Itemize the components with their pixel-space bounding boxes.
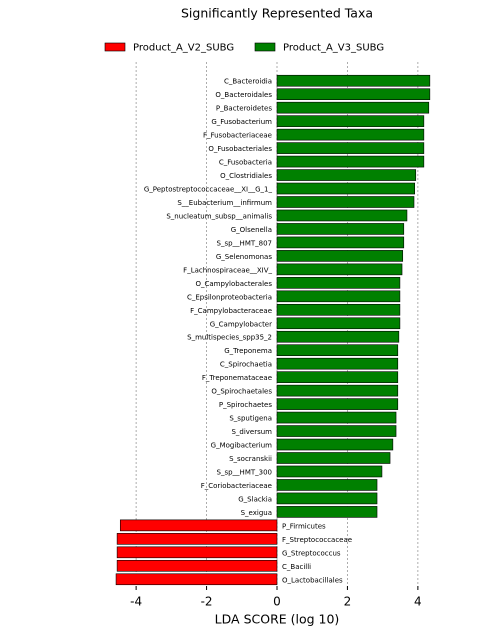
category-label: O_Fusobacteriales xyxy=(208,145,272,153)
bar xyxy=(276,438,394,451)
bar xyxy=(276,250,404,262)
category-label: C_Fusobacteria xyxy=(219,159,272,167)
category-label: S_diversum xyxy=(231,428,272,436)
bar xyxy=(276,492,378,505)
legend-swatch xyxy=(254,42,276,52)
bar xyxy=(276,398,399,410)
x-tick-label: -2 xyxy=(201,595,213,609)
bar xyxy=(276,303,401,316)
bar xyxy=(276,277,401,289)
x-tick-label: 2 xyxy=(344,595,352,609)
bar xyxy=(276,115,425,127)
category-label: G_Treponema xyxy=(224,347,272,355)
category-label: G_Mogibacterium xyxy=(211,442,273,450)
bar xyxy=(276,344,399,357)
x-axis-label: LDA SCORE (log 10) xyxy=(215,612,340,627)
bar xyxy=(276,236,405,249)
bar xyxy=(276,452,391,464)
category-label: G_Slackia xyxy=(238,495,272,503)
x-tick-label: 4 xyxy=(414,595,422,609)
category-label: C_Bacilli xyxy=(282,563,311,571)
category-label: S_multispecies_spp35_2 xyxy=(187,334,272,342)
category-label: S_sp__HMT_300 xyxy=(217,468,272,476)
bar xyxy=(276,209,408,222)
bar xyxy=(276,223,405,235)
category-label: S_exigua xyxy=(241,509,272,517)
bar xyxy=(276,74,431,87)
bar xyxy=(276,506,378,518)
category-label: F_Treponemataceae xyxy=(202,374,272,382)
bar xyxy=(276,317,401,330)
x-tick-label: -4 xyxy=(130,595,142,609)
bar xyxy=(276,479,378,491)
bar xyxy=(276,101,430,114)
bar xyxy=(115,573,278,586)
bar xyxy=(116,533,278,545)
bar xyxy=(276,465,383,478)
bar xyxy=(276,384,399,397)
x-tick-label: 0 xyxy=(273,595,281,609)
category-label: S_socranskii xyxy=(229,455,272,463)
category-label: P_Firmicutes xyxy=(282,522,326,530)
bar xyxy=(116,559,278,572)
bar xyxy=(276,371,399,383)
bar xyxy=(276,263,403,276)
bar xyxy=(276,169,417,181)
bar xyxy=(276,290,401,303)
bar xyxy=(276,196,415,208)
category-label: G_Campylobacter xyxy=(210,320,272,328)
legend-label: Product_A_V2_SUBG xyxy=(133,43,234,54)
bar xyxy=(116,546,278,559)
category-label: S_sp__HMT_807 xyxy=(217,239,272,247)
category-label: S_nucleatum_subsp__animalis xyxy=(166,212,272,220)
category-label: F_Fusobacteriaceae xyxy=(203,132,272,140)
category-label: C_Spirochaetia xyxy=(220,361,272,369)
category-label: G_Fusobacterium xyxy=(211,118,272,126)
category-label: S_sputigena xyxy=(229,415,272,423)
category-label: F_Streptococcaceae xyxy=(282,536,352,544)
bar xyxy=(276,142,425,154)
bar xyxy=(276,128,425,141)
category-label: S__Eubacterium__infirmum xyxy=(177,199,272,207)
legend-label: Product_A_V3_SUBG xyxy=(283,43,384,54)
bar xyxy=(276,155,425,168)
bar xyxy=(276,357,399,370)
category-label: F_Campylobacteraceae xyxy=(190,307,272,315)
bar xyxy=(276,411,397,424)
category-label: G_Olsenella xyxy=(231,226,272,234)
category-label: O_Clostridiales xyxy=(220,172,272,180)
bar xyxy=(276,88,431,101)
category-label: O_Spirochaetales xyxy=(211,388,272,396)
category-label: F_Coriobacteriaceae xyxy=(201,482,272,490)
bar xyxy=(119,519,278,532)
category-label: O_Lactobacillales xyxy=(282,576,343,584)
bar xyxy=(276,425,397,437)
category-label: P_Bacteroidetes xyxy=(216,105,272,113)
category-label: C_Epsilonproteobacteria xyxy=(187,293,272,301)
category-label: G_Selenomonas xyxy=(216,253,272,261)
legend-swatch xyxy=(104,42,126,52)
category-label: G_Peptostreptococcaceae__XI__G_1_ xyxy=(144,186,273,194)
chart-title: Significantly Represented Taxa xyxy=(181,6,373,21)
category-label: C_Bacteroidia xyxy=(224,78,272,86)
category-label: F_Lachnospiraceae__XIV_ xyxy=(183,266,272,274)
category-label: O_Campylobacterales xyxy=(195,280,272,288)
bar xyxy=(276,330,400,343)
category-label: P_Spirochaetes xyxy=(219,401,272,409)
category-label: O_Bacteroidales xyxy=(215,91,272,99)
bar xyxy=(276,182,415,195)
category-label: G_Streptococcus xyxy=(282,549,341,557)
